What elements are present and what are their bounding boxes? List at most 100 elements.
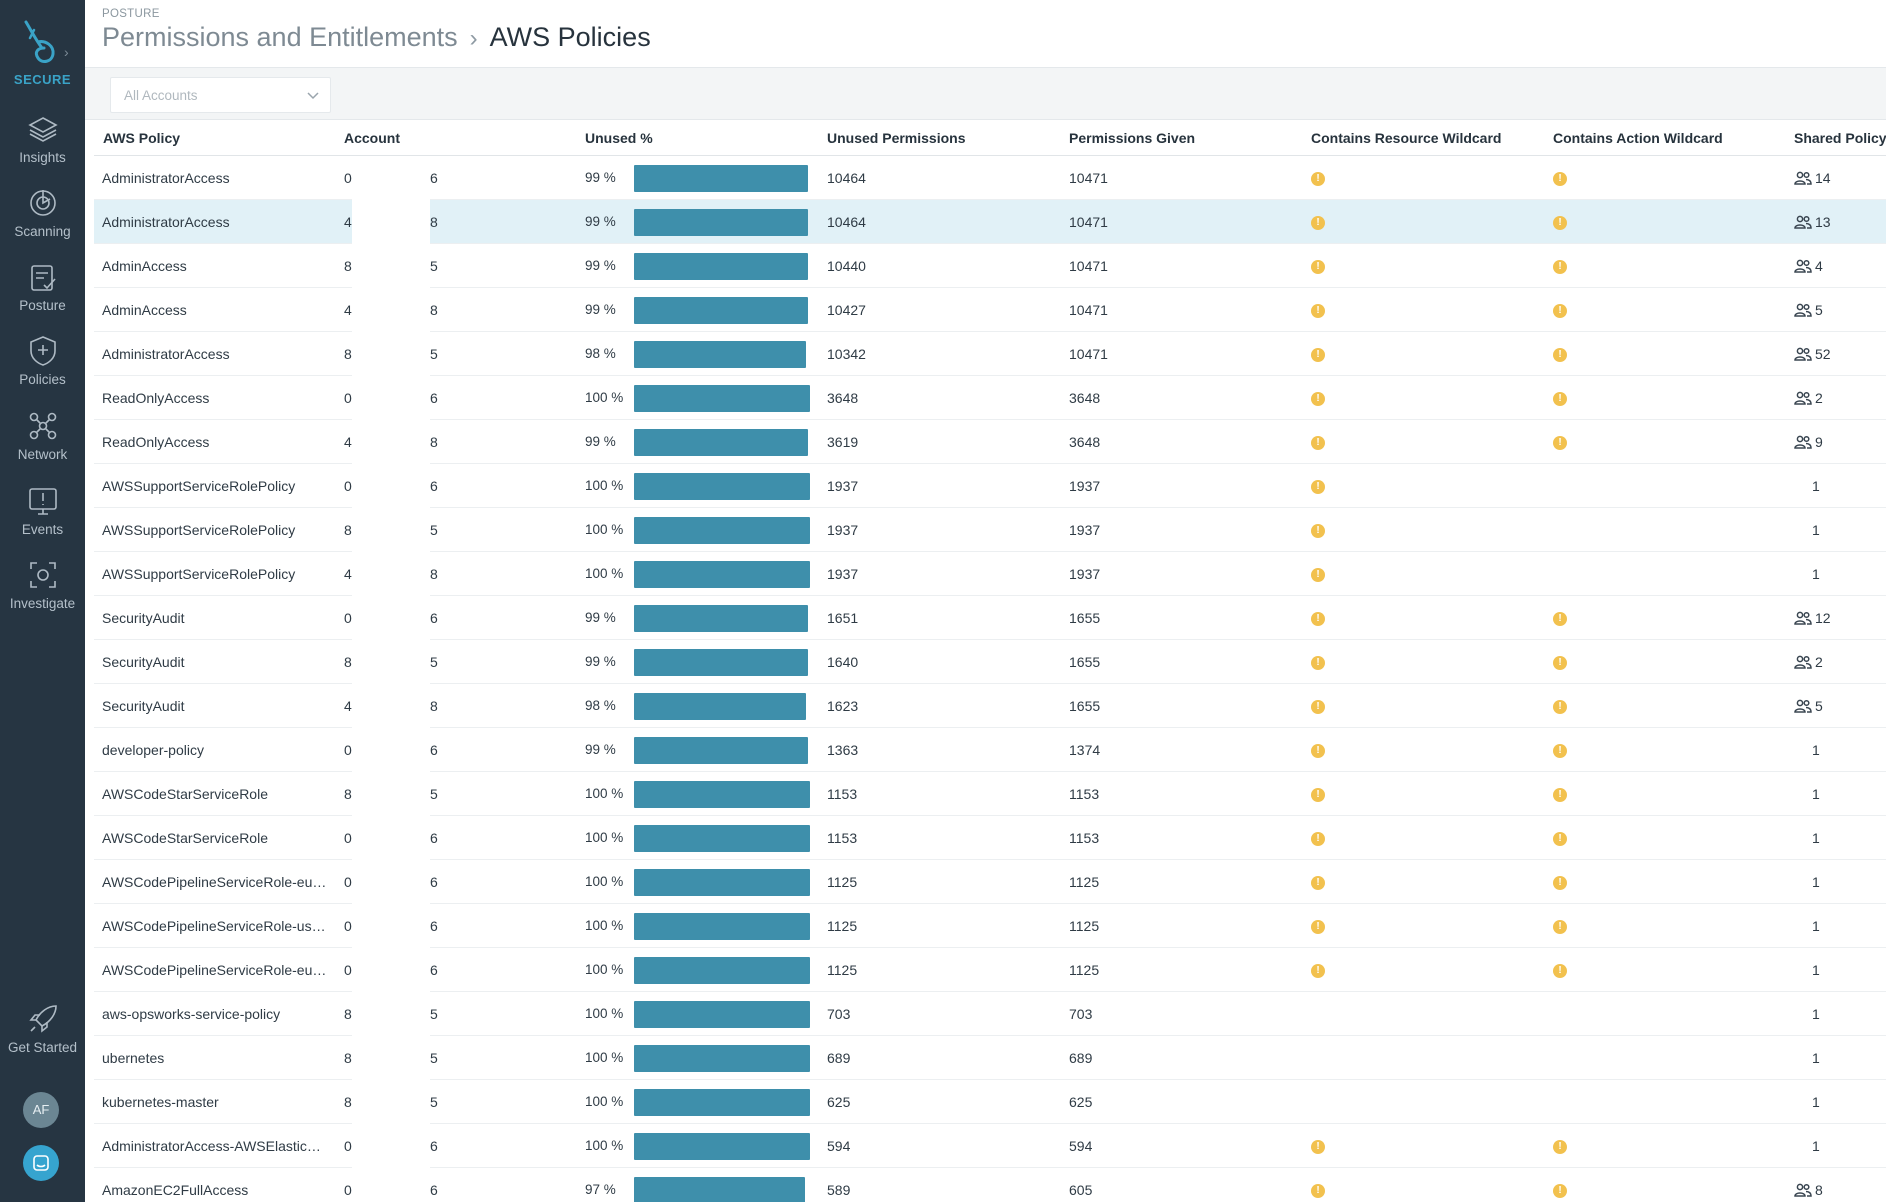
shared-policy[interactable]: 2	[1794, 654, 1886, 670]
table-row[interactable]: AWSCodeStarServiceRole 0 6 100 % 1153 1153!! 1	[94, 816, 1886, 860]
nav-item-policies[interactable]: Policies	[0, 334, 85, 400]
policy-name[interactable]: ReadOnlyAccess	[102, 390, 210, 406]
table-row[interactable]: kubernetes-master 8 5 100 % 625 625 1	[94, 1080, 1886, 1124]
policy-name[interactable]: kubernetes-master	[102, 1094, 219, 1110]
table-row[interactable]: AdministratorAccess-AWSElasticB... 0 6 100 …	[94, 1124, 1886, 1168]
account-select[interactable]: All Accounts	[110, 77, 331, 113]
policy-name[interactable]: AdministratorAccess-AWSElasticB...	[102, 1138, 327, 1154]
shared-policy-count: 1	[1812, 566, 1820, 582]
action-wildcard-warning-icon: !	[1553, 788, 1567, 802]
shared-policy[interactable]: 5	[1794, 302, 1886, 318]
avatar[interactable]: AF	[23, 1092, 59, 1128]
shared-policy-count: 5	[1815, 698, 1823, 714]
column-header-unused-permissions[interactable]: Unused Permissions	[827, 130, 966, 146]
nav-label: Investigate	[9, 596, 76, 611]
policy-name[interactable]: AdministratorAccess	[102, 170, 230, 186]
shared-policy[interactable]: 8	[1794, 1182, 1886, 1198]
table-row[interactable]: AdministratorAccess 4 8 99 % 10464 10471!! 13	[94, 200, 1886, 244]
table-row[interactable]: aws-opsworks-service-policy 8 5 100 % 703 703…	[94, 992, 1886, 1036]
account-redaction	[352, 596, 430, 640]
chat-icon	[33, 1155, 49, 1171]
nav-item-investigate[interactable]: Investigate	[0, 558, 85, 624]
unused-pct-bar	[634, 781, 810, 808]
policy-name[interactable]: ubernetes	[102, 1050, 165, 1066]
account-id-tail: 5	[430, 522, 438, 538]
shared-policy-count: 1	[1812, 742, 1820, 758]
table-row[interactable]: SecurityAudit 0 6 99 % 1651 1655!! 12	[94, 596, 1886, 640]
brand[interactable]: › SECURE	[0, 14, 85, 94]
shared-policy[interactable]: 4	[1794, 258, 1886, 274]
shared-policy[interactable]: 13	[1794, 214, 1886, 230]
shared-policy[interactable]: 5	[1794, 698, 1886, 714]
table-row[interactable]: AdminAccess 8 5 99 % 10440 10471!! 4	[94, 244, 1886, 288]
policy-name[interactable]: AWSCodeStarServiceRole	[102, 786, 268, 802]
table-row[interactable]: AWSSupportServiceRolePolicy 8 5 100 % 1937 19…	[94, 508, 1886, 552]
nav-item-scanning[interactable]: Scanning	[0, 186, 85, 252]
table-row[interactable]: AWSSupportServiceRolePolicy 4 8 100 % 1937 19…	[94, 552, 1886, 596]
nav-item-insights[interactable]: Insights	[0, 112, 85, 178]
unused-pct-bar	[634, 1089, 810, 1116]
policy-name[interactable]: ReadOnlyAccess	[102, 434, 210, 450]
policy-name[interactable]: SecurityAudit	[102, 698, 185, 714]
table-row[interactable]: ReadOnlyAccess 0 6 100 % 3648 3648!! 2	[94, 376, 1886, 420]
account-id: 8	[344, 1006, 352, 1022]
table-row[interactable]: ubernetes 8 5 100 % 689 689 1	[94, 1036, 1886, 1080]
policy-name[interactable]: AWSCodePipelineServiceRole-us-...	[102, 918, 327, 934]
table-row[interactable]: AWSSupportServiceRolePolicy 0 6 100 % 1937 19…	[94, 464, 1886, 508]
policy-name[interactable]: SecurityAudit	[102, 654, 185, 670]
column-header-permissions-given[interactable]: Permissions Given	[1069, 130, 1196, 146]
policy-name[interactable]: SecurityAudit	[102, 610, 185, 626]
table-row[interactable]: AWSCodeStarServiceRole 8 5 100 % 1153 1153!! 1	[94, 772, 1886, 816]
get-started-button[interactable]: Get Started	[0, 1002, 85, 1068]
nav-item-posture[interactable]: Posture	[0, 260, 85, 326]
policy-name[interactable]: AdministratorAccess	[102, 214, 230, 230]
table-row[interactable]: AWSCodePipelineServiceRole-eu-... 0 6 100 %…	[94, 948, 1886, 992]
policy-name[interactable]: AWSSupportServiceRolePolicy	[102, 478, 296, 494]
unused-permissions: 1363	[827, 742, 859, 758]
shared-policy-count: 13	[1815, 214, 1831, 230]
shared-policy[interactable]: 2	[1794, 390, 1886, 406]
table-row[interactable]: SecurityAudit 4 8 98 % 1623 1655!! 5	[94, 684, 1886, 728]
table-row[interactable]: developer-policy 0 6 99 % 1363 1374!! 1	[94, 728, 1886, 772]
nav-item-events[interactable]: Events	[0, 484, 85, 550]
nav-item-network[interactable]: Network	[0, 409, 85, 475]
column-header-aws-policy[interactable]: AWS Policy	[103, 130, 181, 146]
chat-button[interactable]	[23, 1145, 59, 1181]
table-row[interactable]: AdministratorAccess 0 6 99 % 10464 10471!! 14	[94, 156, 1886, 200]
table-row[interactable]: AWSCodePipelineServiceRole-eu-... 0 6 100 %…	[94, 860, 1886, 904]
table-row[interactable]: AWSCodePipelineServiceRole-us-... 0 6 100 %…	[94, 904, 1886, 948]
shared-policy[interactable]: 14	[1794, 170, 1886, 186]
policy-name[interactable]: AWSSupportServiceRolePolicy	[102, 566, 296, 582]
table-row[interactable]: ReadOnlyAccess 4 8 99 % 3619 3648!! 9	[94, 420, 1886, 464]
account-id-tail: 5	[430, 1050, 438, 1066]
layers-icon	[27, 117, 58, 142]
breadcrumb-parent-link[interactable]: Permissions and Entitlements	[102, 22, 458, 52]
column-header-resource-wildcard[interactable]: Contains Resource Wildcard	[1311, 130, 1502, 146]
table-row[interactable]: SecurityAudit 8 5 99 % 1640 1655!! 2	[94, 640, 1886, 684]
policy-name[interactable]: AdminAccess	[102, 302, 187, 318]
policy-name[interactable]: AdminAccess	[102, 258, 187, 274]
table-row[interactable]: AmazonEC2FullAccess 0 6 97 % 589 605!! 8	[94, 1168, 1886, 1202]
column-header-shared-policy[interactable]: Shared Policy	[1794, 130, 1886, 146]
policy-name[interactable]: AWSCodeStarServiceRole	[102, 830, 268, 846]
shared-policy[interactable]: 9	[1794, 434, 1886, 450]
policy-name[interactable]: AmazonEC2FullAccess	[102, 1182, 249, 1198]
policy-name[interactable]: AdministratorAccess	[102, 346, 230, 362]
users-icon	[1794, 1183, 1812, 1197]
action-wildcard-warning-icon: !	[1553, 260, 1567, 274]
users-icon	[1794, 171, 1812, 185]
policy-name[interactable]: AWSCodePipelineServiceRole-eu-...	[102, 962, 327, 978]
policy-name[interactable]: AWSSupportServiceRolePolicy	[102, 522, 296, 538]
shared-policy[interactable]: 52	[1794, 346, 1886, 362]
table-row[interactable]: AdminAccess 4 8 99 % 10427 10471!! 5	[94, 288, 1886, 332]
policy-name[interactable]: developer-policy	[102, 742, 204, 758]
column-header-account[interactable]: Account	[344, 130, 400, 146]
column-header-unused-pct[interactable]: Unused %	[585, 130, 653, 146]
policy-name[interactable]: aws-opsworks-service-policy	[102, 1006, 281, 1022]
resource-wildcard-warning-icon: !	[1311, 216, 1325, 230]
table-row[interactable]: AdministratorAccess 8 5 98 % 10342 10471!! 52	[94, 332, 1886, 376]
action-wildcard-warning-icon: !	[1553, 876, 1567, 890]
column-header-action-wildcard[interactable]: Contains Action Wildcard	[1553, 130, 1723, 146]
shared-policy[interactable]: 12	[1794, 610, 1886, 626]
policy-name[interactable]: AWSCodePipelineServiceRole-eu-...	[102, 874, 327, 890]
